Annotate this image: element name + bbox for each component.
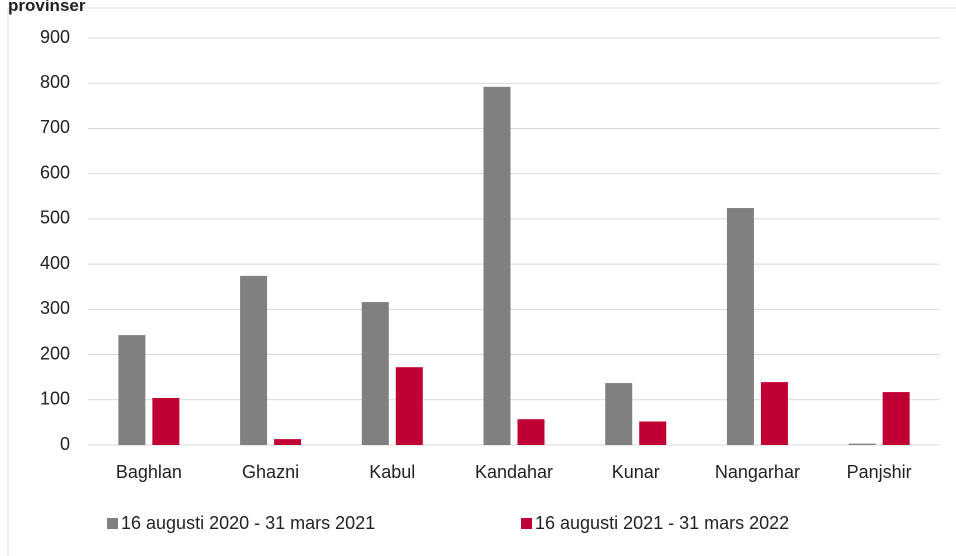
x-tick-label: Kunar: [612, 462, 660, 482]
y-tick-label: 900: [40, 27, 70, 47]
x-tick-label: Kabul: [369, 462, 415, 482]
chart-title: provinser: [8, 0, 86, 15]
y-tick-label: 800: [40, 72, 70, 92]
y-tick-label: 300: [40, 298, 70, 318]
x-tick-label: Kandahar: [475, 462, 553, 482]
bar: [848, 443, 876, 445]
y-tick-label: 600: [40, 162, 70, 182]
legend-label: 16 augusti 2020 - 31 mars 2021: [121, 513, 375, 533]
bar: [395, 367, 423, 445]
bar: [118, 335, 146, 445]
bar: [361, 302, 389, 445]
y-tick-label: 400: [40, 253, 70, 273]
x-tick-label: Ghazni: [242, 462, 299, 482]
legend-swatch: [107, 518, 118, 529]
bar: [517, 419, 545, 445]
legend-swatch: [521, 518, 532, 529]
bar: [240, 275, 268, 445]
bar: [639, 421, 667, 445]
y-tick-label: 500: [40, 208, 70, 228]
y-tick-label: 0: [60, 434, 70, 454]
bar: [760, 382, 788, 445]
bar: [152, 397, 180, 445]
x-tick-label: Baghlan: [116, 462, 182, 482]
bar: [483, 86, 511, 445]
y-tick-label: 200: [40, 343, 70, 363]
x-tick-label: Panjshir: [847, 462, 912, 482]
x-tick-label: Nangarhar: [715, 462, 800, 482]
y-tick-label: 700: [40, 117, 70, 137]
bar: [274, 439, 302, 445]
bar: [726, 208, 754, 445]
bar: [605, 383, 633, 445]
legend-label: 16 augusti 2021 - 31 mars 2022: [535, 513, 789, 533]
bar: [882, 392, 910, 445]
y-tick-label: 100: [40, 389, 70, 409]
